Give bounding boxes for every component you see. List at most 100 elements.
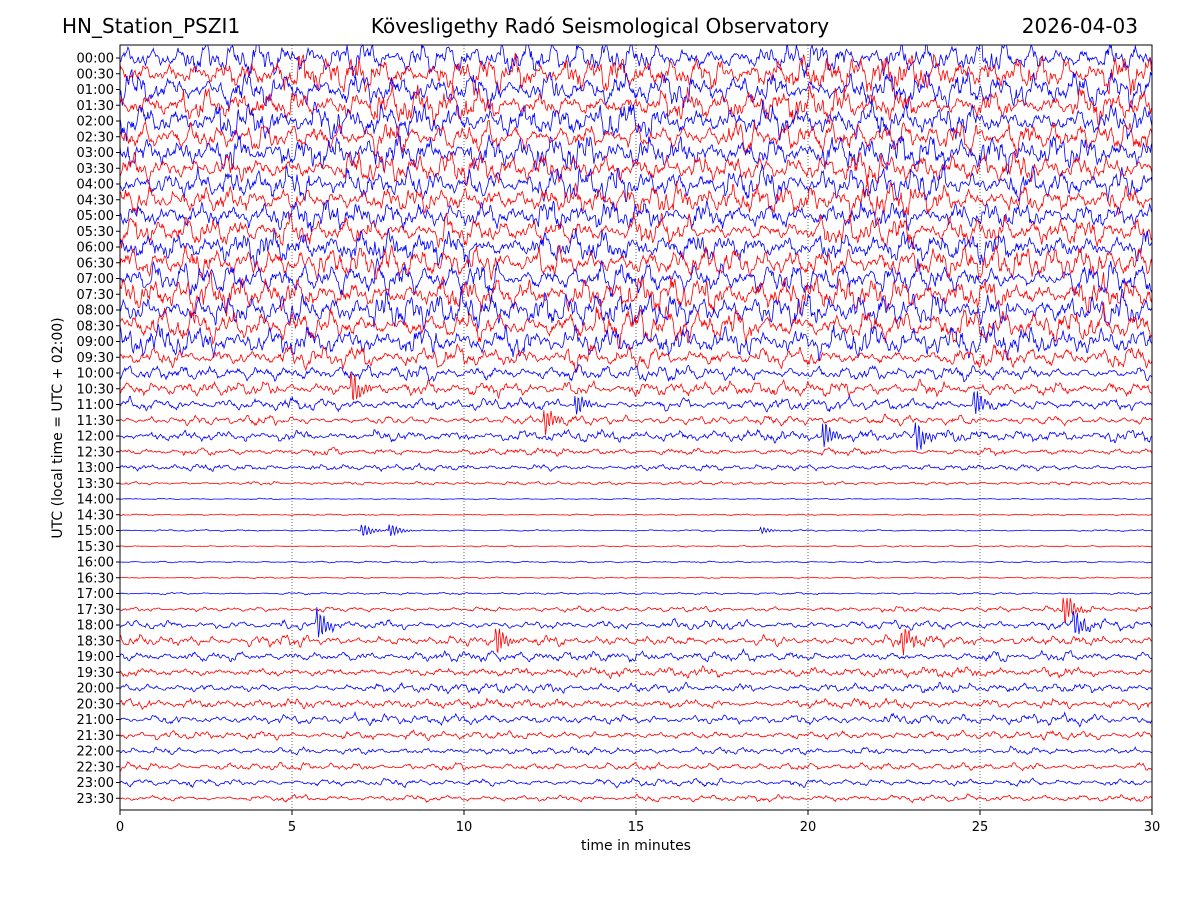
x-axis-label: time in minutes [581, 838, 691, 854]
trace-2100 [120, 710, 1152, 728]
y-tick-label: 20:30 [77, 697, 114, 712]
trace-0530 [120, 211, 1152, 250]
trace-2300 [120, 777, 1152, 789]
trace-0900 [120, 323, 1152, 362]
trace-1900 [120, 648, 1152, 663]
trace-0200 [120, 99, 1152, 142]
y-tick-label: 04:30 [77, 193, 114, 208]
y-tick-label: 14:00 [77, 493, 114, 508]
trace-0130 [120, 84, 1152, 127]
trace-1730 [120, 597, 1152, 623]
y-tick-label: 19:00 [77, 650, 114, 665]
trace-1600 [120, 560, 1152, 564]
trace-1000 [120, 363, 1152, 383]
trace-1500 [120, 524, 1152, 537]
trace-0330 [120, 151, 1152, 187]
trace-0630 [120, 244, 1152, 281]
y-tick-label: 11:00 [77, 398, 114, 413]
y-tick-label: 07:30 [77, 288, 114, 303]
trace-0400 [120, 163, 1152, 204]
y-tick-label: 20:00 [77, 682, 114, 697]
trace-1630 [120, 576, 1152, 580]
y-axis-label: UTC (local time = UTC + 02:00) [50, 317, 66, 538]
trace-2200 [120, 745, 1152, 756]
x-tick-label: 15 [628, 820, 645, 835]
trace-group [120, 45, 1152, 804]
y-tick-label: 17:00 [77, 587, 114, 602]
trace-0100 [120, 68, 1152, 110]
trace-1530 [120, 544, 1152, 548]
y-tick-label: 12:00 [77, 430, 114, 445]
y-tick-label: 16:00 [77, 556, 114, 571]
y-tick-label: 08:00 [77, 304, 114, 319]
y-tick-label: 18:00 [77, 619, 114, 634]
y-tick-label: 01:30 [77, 99, 114, 114]
trace-0800 [120, 288, 1152, 331]
y-tick-label: 15:00 [77, 524, 114, 539]
trace-2130 [120, 729, 1152, 742]
trace-1130 [120, 410, 1152, 436]
y-tick-label: 14:30 [77, 508, 114, 523]
x-tick-label: 5 [288, 820, 296, 835]
y-tick-label: 06:30 [77, 256, 114, 271]
x-tick-label: 0 [116, 820, 124, 835]
y-tick-label: 03:00 [77, 146, 114, 161]
trace-1930 [120, 665, 1152, 680]
x-tick-label: 10 [456, 820, 473, 835]
trace-1200 [120, 422, 1152, 451]
y-tick-label: 09:00 [77, 335, 114, 350]
y-tick-label: 16:30 [77, 571, 114, 586]
x-axis: 0 5 10 15 20 25 30 [116, 810, 1160, 835]
trace-2230 [120, 761, 1152, 772]
trace-0500 [120, 199, 1152, 233]
y-tick-label: 11:30 [77, 414, 114, 429]
trace-1230 [120, 446, 1152, 457]
trace-1430 [120, 513, 1152, 517]
station-name: HN_Station_PSZI1 [62, 14, 241, 38]
trace-2030 [120, 697, 1152, 711]
y-tick-label: 09:30 [77, 351, 114, 366]
y-tick-label: 10:00 [77, 367, 114, 382]
trace-1300 [120, 462, 1152, 473]
y-tick-label: 08:30 [77, 319, 114, 334]
y-tick-label: 00:30 [77, 67, 114, 82]
y-tick-label: 22:30 [77, 760, 114, 775]
y-axis: 00:0000:3001:0001:3002:0002:3003:0003:30… [77, 52, 120, 807]
y-tick-label: 15:30 [77, 540, 114, 555]
y-tick-label: 13:30 [77, 477, 114, 492]
trace-1330 [120, 480, 1152, 486]
trace-0700 [120, 257, 1152, 297]
y-tick-label: 03:30 [77, 162, 114, 177]
y-tick-label: 21:30 [77, 729, 114, 744]
trace-1400 [120, 497, 1152, 501]
y-tick-label: 05:00 [77, 209, 114, 224]
y-tick-label: 19:30 [77, 666, 114, 681]
trace-1830 [120, 628, 1152, 656]
trace-0230 [120, 119, 1152, 158]
x-tick-label: 30 [1144, 820, 1161, 835]
trace-1100 [120, 391, 1152, 415]
chart-date: 2026-04-03 [1021, 14, 1138, 38]
trace-0300 [120, 134, 1152, 176]
y-tick-label: 18:30 [77, 634, 114, 649]
trace-0600 [120, 228, 1152, 269]
trace-2330 [120, 793, 1152, 804]
y-tick-label: 02:30 [77, 130, 114, 145]
x-tick-label: 25 [972, 820, 989, 835]
y-tick-label: 05:30 [77, 225, 114, 240]
y-tick-label: 00:00 [77, 52, 114, 67]
trace-0830 [120, 302, 1152, 350]
y-tick-label: 23:00 [77, 776, 114, 791]
chart-title: Kövesligethy Radó Seismological Observat… [370, 14, 830, 38]
y-tick-label: 17:30 [77, 603, 114, 618]
y-tick-label: 23:30 [77, 792, 114, 807]
y-tick-label: 06:00 [77, 241, 114, 256]
trace-0730 [120, 270, 1152, 317]
y-tick-label: 07:00 [77, 272, 114, 287]
y-tick-label: 13:00 [77, 461, 114, 476]
trace-1030 [120, 372, 1152, 401]
trace-2000 [120, 681, 1152, 695]
y-tick-label: 12:30 [77, 445, 114, 460]
trace-1700 [120, 591, 1152, 596]
